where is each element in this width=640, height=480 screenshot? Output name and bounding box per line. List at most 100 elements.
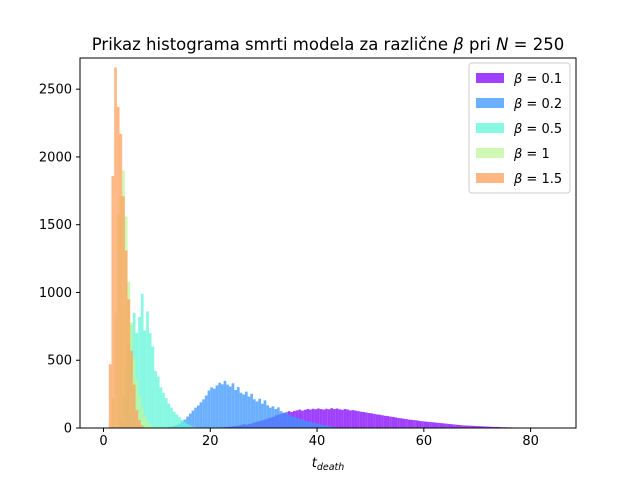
legend-swatch (476, 73, 504, 83)
x-tick-label: 20 (202, 434, 219, 449)
legend-swatch (476, 173, 504, 183)
legend-item: β = 0.5 (476, 122, 562, 137)
histogram-bar (314, 409, 318, 428)
histogram-bar (285, 412, 288, 428)
histogram-bar (437, 422, 440, 428)
histogram-bar (274, 409, 278, 428)
histogram-bar (341, 409, 344, 428)
histogram-bar (207, 390, 211, 428)
histogram-bar (461, 425, 464, 428)
histogram-bar (170, 407, 173, 428)
histogram-bar (343, 409, 347, 428)
histogram-bar (442, 423, 446, 428)
histogram-bar (151, 346, 155, 428)
x-tick-label: 40 (309, 434, 326, 449)
histogram-bar (148, 424, 152, 428)
legend-swatch (476, 98, 504, 108)
histogram-bar (405, 419, 408, 428)
histogram-bar (196, 405, 200, 428)
histogram-bar (386, 416, 390, 428)
histogram-bar (466, 425, 470, 428)
histogram-bar (325, 425, 328, 428)
histogram-bar (445, 423, 448, 428)
histogram-bar (423, 421, 427, 428)
histogram-bar (252, 399, 256, 428)
histogram-bar (159, 387, 163, 428)
histogram-bar (474, 425, 478, 428)
histogram-bar (244, 391, 248, 428)
histogram-bar (391, 416, 395, 428)
histogram-bar (210, 387, 213, 428)
histogram-bar (188, 425, 192, 428)
histogram-bar (429, 422, 432, 428)
histogram-bar (439, 423, 443, 428)
histogram-bar (132, 384, 136, 428)
histogram-bar (271, 406, 275, 428)
y-tick-label: 500 (47, 354, 72, 369)
histogram-bar (314, 423, 318, 428)
histogram-bar (191, 410, 195, 428)
legend-label: β = 0.5 (513, 122, 562, 137)
histogram-bar (282, 413, 286, 428)
histogram-bar (114, 67, 117, 429)
histogram-bar (306, 409, 310, 428)
histogram-bar (335, 408, 339, 428)
histogram-bar (143, 415, 147, 428)
histogram-bar (167, 403, 171, 428)
histogram-bar (151, 426, 155, 428)
histogram-bar (191, 426, 195, 428)
y-tick-label: 1000 (39, 286, 72, 301)
x-axis-label: tdeath (312, 456, 345, 473)
histogram-bar (490, 426, 494, 428)
histogram-bar (130, 350, 133, 428)
legend-label: β = 1 (513, 147, 550, 162)
histogram-bar (458, 425, 462, 428)
histogram-bar (359, 411, 363, 428)
histogram-bar (124, 250, 128, 428)
histogram-bar (228, 386, 232, 428)
histogram-bar (175, 414, 179, 428)
x-tick-label: 60 (416, 434, 433, 449)
histogram-bar (397, 417, 400, 428)
histogram-bar (236, 387, 240, 428)
histogram-bar (493, 426, 496, 428)
histogram-bar (287, 414, 291, 428)
histogram-bar (220, 384, 224, 428)
histogram-bar (351, 410, 355, 428)
histogram-bar (394, 417, 398, 428)
histogram-bar (479, 426, 483, 428)
histogram-bar (293, 416, 296, 428)
histogram-bar (135, 379, 139, 428)
histogram-bar (495, 426, 499, 428)
histogram-bar (250, 393, 253, 428)
histogram-bar (306, 421, 310, 428)
histogram-bar (346, 409, 350, 428)
histogram-bar (421, 421, 424, 428)
legend-swatch (476, 123, 504, 133)
histogram-bar (487, 426, 491, 428)
histogram-bar (146, 421, 149, 428)
histogram-bar (482, 426, 486, 428)
histogram-bar (108, 364, 112, 428)
histogram-bar (322, 409, 326, 428)
histogram-bar (410, 419, 414, 428)
histogram-bar (156, 376, 160, 428)
legend-label: β = 0.1 (513, 72, 562, 87)
histogram-bar (277, 407, 280, 428)
histogram-bar (172, 411, 176, 428)
histogram-bar (431, 422, 435, 428)
histogram-bar (367, 413, 371, 428)
histogram-bar (469, 425, 472, 428)
histogram-bar (269, 407, 272, 428)
histogram-bar (258, 398, 261, 428)
histogram-bar (407, 419, 411, 428)
histogram-bar (370, 413, 374, 428)
histogram-bar (327, 426, 331, 428)
legend-item: β = 1 (476, 147, 550, 162)
histogram-bar (295, 417, 299, 428)
histogram-bar (234, 390, 237, 428)
histogram-bar (119, 133, 123, 428)
histogram-bar (319, 424, 323, 428)
histogram-bar (290, 416, 294, 428)
histogram-bar (194, 407, 197, 428)
